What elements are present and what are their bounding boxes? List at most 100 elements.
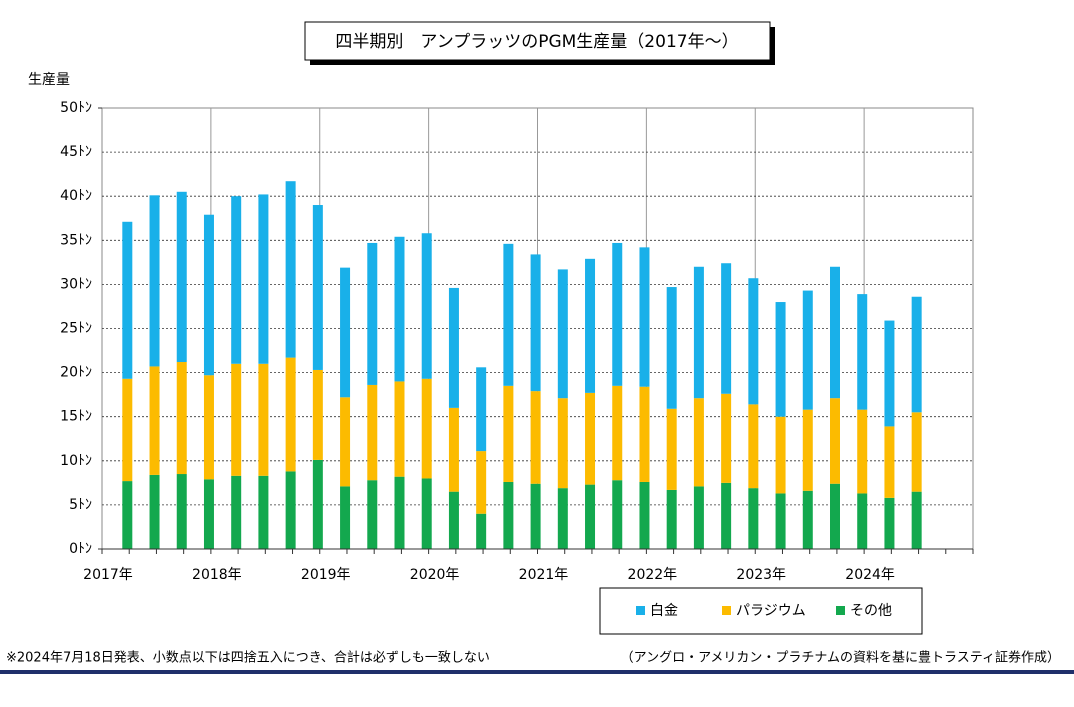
x-tick-label: 2018年 — [192, 567, 242, 583]
bar-segment — [802, 490, 813, 549]
bar-segment — [421, 378, 432, 479]
bar-segment — [448, 287, 459, 408]
bar-segment — [748, 278, 759, 405]
y-tick-label: 50ﾄﾝ — [60, 100, 92, 116]
y-tick-label: 5ﾄﾝ — [69, 497, 92, 513]
bar-segment — [830, 398, 841, 484]
bar-segment — [557, 269, 568, 399]
bar-segment — [748, 404, 759, 489]
x-tick-label: 2021年 — [519, 567, 569, 583]
bar-segment — [340, 397, 351, 487]
footer-rule — [0, 670, 1074, 674]
bar-segment — [775, 493, 786, 549]
bar-segment — [802, 409, 813, 491]
bar-segment — [312, 369, 323, 460]
source: （アングロ・アメリカン・プラチナムの資料を基に豊トラスティ証券作成） — [621, 650, 1060, 666]
x-tick-label: 2019年 — [301, 567, 351, 583]
y-tick-label: 20ﾄﾝ — [60, 365, 92, 381]
bar-segment — [857, 493, 868, 549]
legend-label: その他 — [850, 603, 892, 619]
legend-label: パラジウム — [736, 603, 806, 619]
bar-segment — [666, 408, 677, 490]
bar-segment — [340, 267, 351, 398]
bar-segment — [149, 474, 160, 549]
bar-segment — [231, 196, 242, 364]
bar-segment — [476, 367, 487, 452]
title-box — [304, 21, 771, 61]
bar-segment — [394, 381, 405, 477]
bar-segment — [666, 287, 677, 409]
y-tick-label: 40ﾄﾝ — [60, 188, 92, 204]
chart-title: 四半期別 アンプラッツのPGM生産量（2017年～） — [335, 32, 738, 52]
bar-segment — [285, 471, 296, 549]
bar-segment — [203, 214, 214, 376]
bar-segment — [421, 233, 432, 379]
y-tick-label: 10ﾄﾝ — [60, 453, 92, 469]
x-tick-label: 2017年 — [83, 567, 133, 583]
bar-segment — [775, 416, 786, 494]
legend-swatch — [636, 606, 645, 615]
bar-segment — [421, 478, 432, 549]
bar-segment — [394, 476, 405, 549]
bar-segment — [312, 205, 323, 370]
legend-label: 白金 — [650, 603, 678, 619]
bar-segment — [285, 357, 296, 472]
bar-segment — [585, 258, 596, 393]
bar-segment — [666, 489, 677, 549]
bar-segment — [775, 302, 786, 417]
bar-segment — [367, 242, 378, 385]
bar-segment — [585, 484, 596, 549]
bar-segment — [231, 475, 242, 549]
legend-box — [599, 587, 923, 635]
footnote: ※2024年7月18日発表、小数点以下は四捨五入につき、合計は必ずしも一致しない — [6, 650, 490, 666]
bar-segment — [748, 488, 759, 549]
bar-segment — [585, 392, 596, 485]
bar-segment — [612, 480, 623, 549]
bar-segment — [122, 221, 133, 379]
legend-swatch — [836, 606, 845, 615]
bar-segment — [176, 474, 187, 549]
bar-segment — [557, 398, 568, 489]
bar-segment — [285, 181, 296, 358]
bar-segment — [911, 412, 922, 492]
bar-segment — [340, 486, 351, 549]
bar-segment — [884, 320, 895, 427]
bar-segment — [176, 362, 187, 475]
x-tick-label: 2024年 — [845, 567, 895, 583]
y-tick-label: 15ﾄﾝ — [60, 409, 92, 425]
bar-segment — [830, 266, 841, 399]
bar-segment — [911, 491, 922, 549]
bar-segment — [122, 481, 133, 549]
bar-segment — [122, 378, 133, 482]
bar-segment — [612, 242, 623, 386]
bar-segment — [721, 263, 732, 394]
bar-segment — [312, 459, 323, 549]
x-tick-label: 2022年 — [628, 567, 678, 583]
bar-segment — [857, 294, 868, 410]
y-tick-label: 45ﾄﾝ — [60, 144, 92, 160]
bar-segment — [693, 266, 704, 399]
bar-segment — [612, 385, 623, 481]
bar-segment — [367, 480, 378, 549]
bar-segment — [639, 247, 650, 387]
bar-segment — [721, 482, 732, 549]
bar-segment — [476, 451, 487, 514]
bar-segment — [639, 481, 650, 549]
bar-segment — [530, 391, 541, 484]
y-tick-label: 35ﾄﾝ — [60, 232, 92, 248]
y-axis-label: 生産量 — [28, 72, 70, 88]
bar-segment — [830, 483, 841, 549]
bar-segment — [721, 393, 732, 483]
bar-segment — [176, 191, 187, 363]
legend-swatch — [722, 606, 731, 615]
bar-segment — [639, 386, 650, 482]
y-tick-label: 30ﾄﾝ — [60, 276, 92, 292]
bar-segment — [149, 195, 160, 367]
bar-segment — [258, 475, 269, 549]
bar-segment — [367, 384, 378, 481]
y-tick-label: 25ﾄﾝ — [60, 321, 92, 337]
bar-segment — [857, 409, 868, 494]
x-tick-label: 2020年 — [410, 567, 460, 583]
bar-segment — [884, 426, 895, 498]
